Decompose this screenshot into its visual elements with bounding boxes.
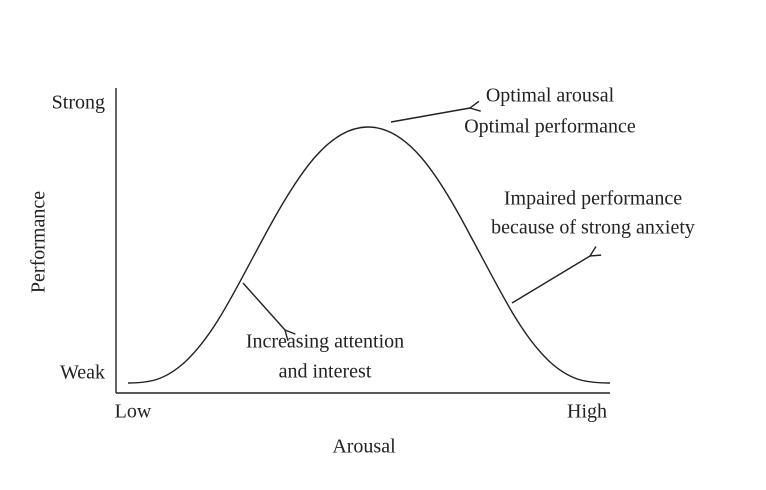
curve — [127, 126, 611, 384]
y-bottom-label: Weak — [60, 362, 105, 384]
x-right-label: High — [567, 401, 607, 423]
arrow — [390, 108, 470, 123]
y-axis-title: Performance — [28, 191, 50, 293]
annotation: Optimal arousal — [486, 85, 615, 107]
arrow — [511, 256, 590, 304]
arrow — [242, 282, 285, 330]
annotation: Increasing attention — [246, 331, 404, 353]
x-axis-title: Arousal — [332, 436, 396, 458]
annotation: and interest — [279, 361, 372, 383]
y-top-label: Strong — [52, 92, 105, 114]
annotation: Optimal performance — [464, 116, 636, 138]
annotation: Impaired performance — [504, 188, 682, 210]
annotation: because of strong anxiety — [491, 217, 695, 239]
x-left-label: Low — [115, 401, 152, 423]
